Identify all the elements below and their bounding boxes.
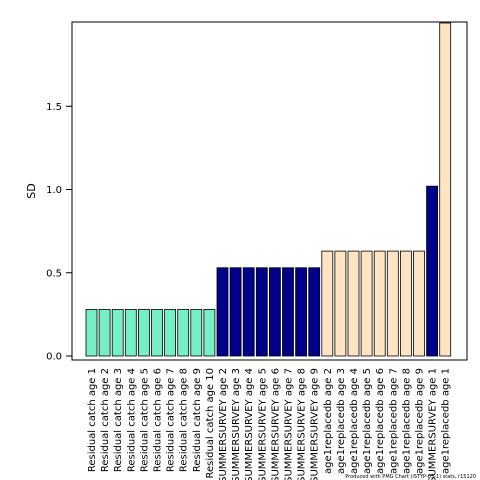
bar [203,308,216,357]
bar [242,267,255,357]
x-tick-label: Residual catch age 8 [179,368,190,472]
bar [373,250,386,357]
bar [360,250,373,357]
bar [98,308,111,357]
bar [137,308,150,357]
bar [321,250,334,357]
x-tick-label: Residual catch age 9 [192,368,203,472]
bar [255,267,268,357]
x-tick-label: Residual catch age 2 [100,368,111,472]
plot-frame [71,21,468,361]
x-tick-label: SUMMERSURVEY age 4 [244,368,255,480]
x-tick-label: age1replacedb age 1 [441,368,452,474]
bar [124,308,137,357]
bar [151,308,163,357]
bar [177,308,190,357]
x-tick-label: age1replacedb age 3 [336,368,347,474]
x-tick-label: age1replacedb age 8 [401,368,412,474]
bar [347,250,360,357]
y-tick-label: 1.0 [46,185,62,196]
x-tick-label: SUMMERSURVEY age 2 [218,368,229,480]
bars-group [85,22,452,357]
x-tick-label: SUMMERSURVEY age 6 [270,368,281,480]
y-axis: 0.0 0.5 1.0 1.5 [46,102,72,363]
bar [439,22,452,357]
bar [216,267,229,357]
y-axis-title: SD [25,183,38,198]
x-tick-label: SUMMERSURVEY age 1 [428,368,439,480]
x-tick-label: age1replacedb age 7 [388,368,399,474]
bar [164,308,177,357]
x-tick-label: SUMMERSURVEY age 9 [310,368,321,480]
x-tick-label: SUMMERSURVEY age 3 [231,368,242,480]
x-tick-label: Residual catch age 1 [87,368,98,472]
x-tick-label: age1replacedb age 2 [323,368,334,474]
bar [85,308,98,357]
bar [308,267,321,357]
bar [229,267,242,357]
x-tick-label: Residual catch age 4 [126,368,137,472]
bar [413,250,425,357]
x-category-labels: Residual catch age 1 Residual catch age 2… [87,368,452,480]
x-tick-label: age1replacedb age 6 [375,368,386,474]
footnote: Produced with PMG Chart (iSTYP-05-1) sta… [345,474,476,480]
x-tick-label: age1replacedb age 4 [349,368,360,474]
y-tick-label: 1.5 [46,102,62,113]
bar [334,250,347,357]
x-tick-label: SUMMERSURVEY age 5 [257,368,268,480]
y-tick-label: 0.0 [46,352,62,363]
x-tick-label: Residual catch age 10 [205,368,216,479]
bar [399,250,412,357]
x-tick-label: age1replacedb age 9 [415,368,426,474]
x-tick-label: SUMMERSURVEY age 8 [297,368,308,480]
x-tick-label: Residual catch age 7 [166,368,177,472]
x-tick-label: Residual catch age 5 [139,368,150,472]
bar [190,308,203,357]
bar [426,185,439,357]
x-tick-label: Residual catch age 3 [113,368,124,472]
x-tick-label: age1replacedb age 5 [362,368,373,474]
bar [111,308,124,357]
bar [282,267,294,357]
bar [268,267,281,357]
bar [386,250,399,357]
x-tick-label: Residual catch age 6 [153,368,164,472]
y-tick-label: 0.5 [46,268,62,279]
x-tick-label: SUMMERSURVEY age 7 [284,368,295,480]
bar [295,267,308,357]
